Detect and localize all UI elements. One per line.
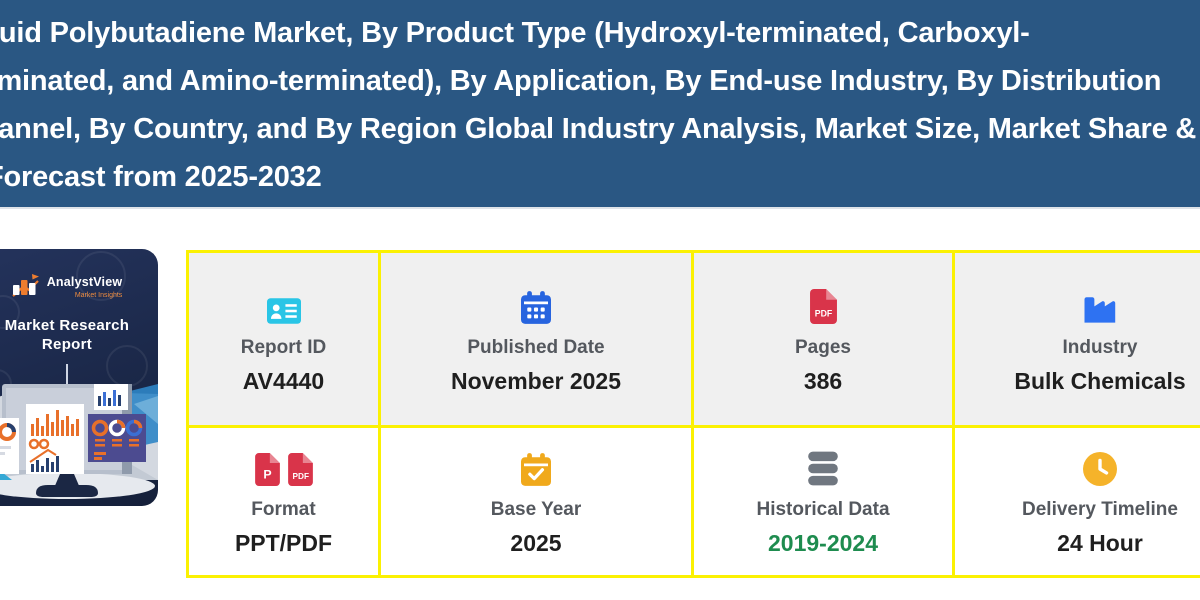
meta-cell-pages: PDF Pages 386 [694, 253, 952, 425]
meta-label: Report ID [240, 336, 327, 358]
clock-icon [1083, 446, 1117, 486]
svg-text:PDF: PDF [814, 308, 832, 318]
factory-icon [1083, 284, 1117, 324]
card-divider-line [66, 364, 68, 396]
meta-value: PPT/PDF [234, 530, 333, 556]
report-title-line-4: Forecast from 2025-2032 [0, 161, 322, 193]
watermark-circle [106, 345, 148, 387]
report-title-banner: Liquid Polybutadiene Market, By Product … [0, 0, 1200, 209]
meta-cell-format: P PDF Format PPT/PDF [189, 428, 378, 575]
watermark-circle [76, 251, 126, 301]
report-title-line-2: terminated, and Amino-terminated), By Ap… [0, 65, 1162, 97]
ppt-pdf-files-icon: P PDF [254, 446, 313, 486]
meta-value: November 2025 [450, 367, 622, 394]
svg-text:PDF: PDF [292, 472, 309, 481]
meta-value: 386 [803, 367, 843, 394]
meta-cell-historical-data: Historical Data 2019-2024 [694, 428, 952, 575]
calendar-check-icon [521, 446, 551, 486]
meta-label: Pages [795, 336, 851, 358]
meta-value: AV4440 [242, 367, 325, 394]
meta-label: Format [251, 499, 316, 520]
meta-value: Bulk Chemicals [1014, 367, 1186, 394]
svg-text:P: P [263, 467, 271, 481]
meta-label: Published Date [467, 336, 605, 358]
meta-label: Historical Data [756, 499, 890, 520]
database-icon [808, 446, 838, 486]
report-meta-grid: Report ID AV4440 Published Date November… [186, 250, 1200, 578]
meta-value: 2025 [510, 530, 562, 556]
report-cover-thumbnail: AnalystView Market Insights Market Resea… [0, 249, 158, 506]
report-title-line-1: Liquid Polybutadiene Market, By Product … [0, 17, 1030, 49]
meta-cell-base-year: Base Year 2025 [381, 428, 691, 575]
meta-cell-industry: Industry Bulk Chemicals [955, 253, 1200, 425]
id-card-icon [266, 284, 301, 324]
meta-label: Delivery Timeline [1022, 499, 1178, 520]
meta-cell-report-id: Report ID AV4440 [189, 253, 378, 425]
meta-label: Industry [1062, 336, 1138, 358]
analystview-logo-icon [11, 273, 40, 302]
meta-cell-published-date: Published Date November 2025 [381, 253, 691, 425]
charts-monitor-illustration [0, 384, 158, 506]
report-title-line-3: Channel, By Country, and By Region Globa… [0, 113, 1197, 145]
pdf-file-icon: PDF [809, 284, 837, 324]
meta-value: 24 Hour [1057, 530, 1143, 556]
card-title-line-1: Market Research [4, 317, 130, 334]
calendar-icon [521, 284, 551, 324]
meta-label: Base Year [490, 499, 582, 520]
card-title-line-2: Report [41, 336, 93, 353]
meta-cell-delivery-timeline: Delivery Timeline 24 Hour [955, 428, 1200, 575]
meta-value: 2019-2024 [768, 530, 878, 556]
